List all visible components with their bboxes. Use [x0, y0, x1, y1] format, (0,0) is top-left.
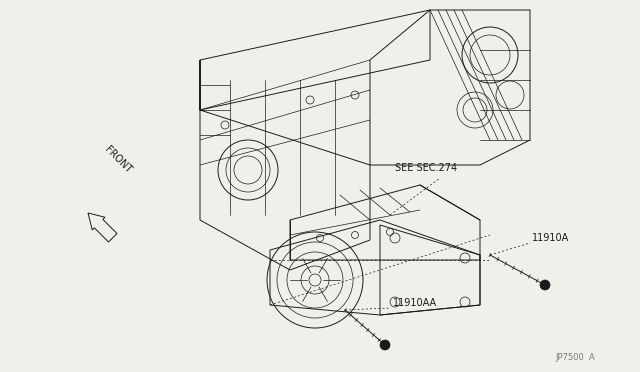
Text: JP7500  A: JP7500 A [555, 353, 595, 362]
Text: FRONT: FRONT [103, 145, 134, 175]
Text: SEE SEC.274: SEE SEC.274 [395, 163, 457, 173]
Text: 11910A: 11910A [532, 233, 569, 243]
Circle shape [540, 280, 550, 290]
Text: 11910AA: 11910AA [393, 298, 437, 308]
Circle shape [380, 340, 390, 350]
